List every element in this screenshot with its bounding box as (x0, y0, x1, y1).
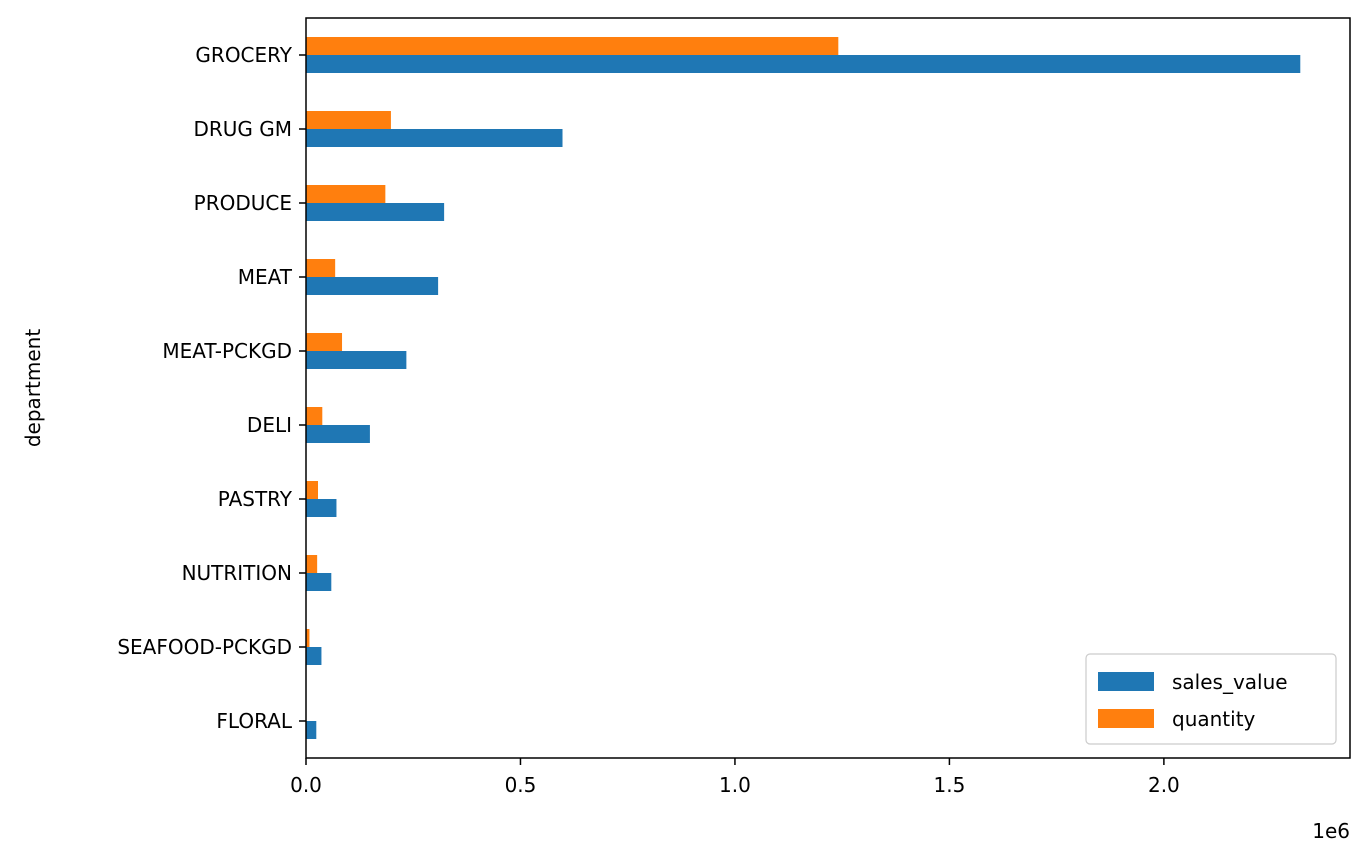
legend-swatch-quantity (1098, 709, 1154, 728)
bar-quantity-seafood-pckgd (306, 629, 310, 647)
y-tick-label-floral: FLORAL (216, 709, 292, 733)
bar-quantity-grocery (306, 37, 839, 55)
bar-quantity-meat (306, 259, 336, 277)
y-tick-label-meat: MEAT (238, 265, 293, 289)
y-axis-label: department (21, 329, 45, 447)
x-tick-label-1: 0.5 (505, 773, 537, 797)
bar-sales_value-nutrition (306, 573, 332, 591)
y-tick-label-meat-pckgd: MEAT-PCKGD (162, 339, 292, 363)
bar-quantity-pastry (306, 481, 319, 499)
bar-sales_value-drug-gm (306, 129, 563, 147)
bar-quantity-nutrition (306, 555, 318, 573)
bar-sales_value-grocery (306, 55, 1301, 73)
bar-sales_value-meat (306, 277, 439, 295)
bar-sales_value-floral (306, 721, 317, 739)
x-axis-ticks: 0.0 0.5 1.0 1.5 2.0 (290, 758, 1180, 797)
bars-group (306, 37, 1301, 739)
bar-quantity-produce (306, 185, 386, 203)
x-tick-label-0: 0.0 (290, 773, 322, 797)
bar-sales_value-produce (306, 203, 445, 221)
y-axis-ticks: GROCERY DRUG GM PRODUCE MEAT MEAT-PCKGD DELI P… (117, 43, 306, 733)
bar-sales_value-deli (306, 425, 370, 443)
x-tick-label-3: 1.5 (934, 773, 966, 797)
y-tick-label-deli: DELI (247, 413, 292, 437)
bar-quantity-drug-gm (306, 111, 391, 129)
x-tick-label-2: 1.0 (719, 773, 751, 797)
y-tick-label-grocery: GROCERY (195, 43, 292, 67)
y-tick-label-produce: PRODUCE (194, 191, 292, 215)
x-axis-offset-text: 1e6 (1312, 819, 1350, 843)
plot-frame (305, 17, 1351, 759)
legend: sales_value quantity (1085, 653, 1337, 745)
y-tick-label-pastry: PASTRY (218, 487, 293, 511)
bar-sales_value-meat-pckgd (306, 351, 407, 369)
y-tick-label-seafood-pckgd: SEAFOOD-PCKGD (117, 635, 292, 659)
y-tick-label-nutrition: NUTRITION (182, 561, 292, 585)
bar-sales_value-pastry (306, 499, 337, 517)
legend-swatch-sales_value (1098, 672, 1154, 691)
y-tick-label-drug-gm: DRUG GM (193, 117, 292, 141)
bar-quantity-deli (306, 407, 323, 425)
bar-quantity-meat-pckgd (306, 333, 343, 351)
legend-label-quantity: quantity (1172, 707, 1256, 731)
x-tick-label-4: 2.0 (1148, 773, 1180, 797)
legend-label-sales_value: sales_value (1172, 670, 1288, 694)
bar-sales_value-seafood-pckgd (306, 647, 322, 665)
